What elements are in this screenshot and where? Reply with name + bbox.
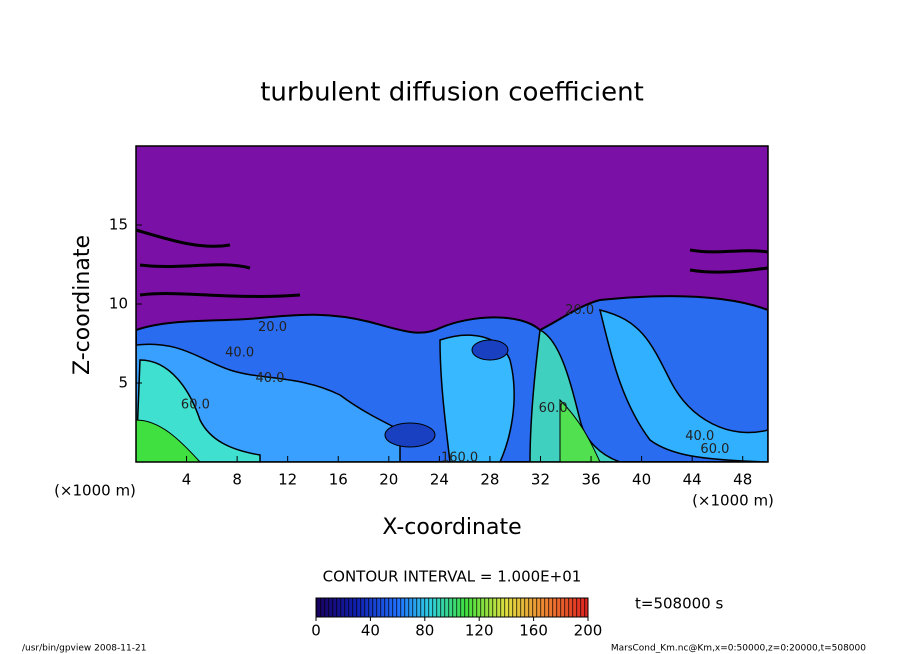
x-tick-label: 20 [379,471,398,489]
contour-label: 40.0 [685,429,714,444]
x-tick-label: 32 [531,471,550,489]
contour-label: 60.0 [539,401,568,416]
y-unit: (×1000 m) [54,482,136,500]
footer-right: MarsCond_Km.nc@Km,x=0:50000,z=0:20000,t=… [611,644,866,654]
x-tick-label: 8 [232,471,242,489]
contour-interval: CONTOUR INTERVAL = 1.000E+01 [323,568,582,586]
field-region [439,334,515,462]
y-tick-label: 5 [118,374,128,392]
footer-left: /usr/bin/gpview 2008-11-21 [22,644,146,654]
colorbar-tick-label: 0 [311,622,321,640]
x-tick-label: 36 [581,471,600,489]
colorbar-tick-label: 200 [574,622,603,640]
x-tick-label: 24 [430,471,449,489]
contour-label: 60.0 [700,442,729,457]
colorbar-stripes [315,597,589,618]
contour-label: 40.0 [225,345,254,360]
field-region [471,339,509,361]
y-tick-label: 10 [109,295,128,313]
contour-label: 60.0 [181,398,210,413]
chart-title: turbulent diffusion coefficient [260,78,644,108]
contour-label: 160.0 [441,451,478,466]
x-tick-label: 40 [632,471,651,489]
x-tick-label: 44 [683,471,702,489]
x-tick-label: 28 [480,471,499,489]
x-unit: (×1000 m) [692,492,774,510]
colorbar-tick-label: 40 [361,622,380,640]
field-region [384,422,436,448]
field-region [598,308,768,462]
contour-label: 20.0 [565,303,594,318]
colorbar-tick-label: 80 [415,622,434,640]
x-tick-label: 4 [182,471,192,489]
contour-label: 20.0 [258,320,287,335]
y-axis-label: Z-coordinate [70,235,95,375]
colorbar-tick-label: 120 [465,622,494,640]
colorbar-tick-label: 160 [519,622,548,640]
contour-label: 40.0 [256,371,285,386]
field-contour [136,228,768,298]
x-axis-label: X-coordinate [382,515,521,540]
field-region [529,328,621,462]
x-tick-label: 16 [329,471,348,489]
x-tick-label: 12 [278,471,297,489]
x-tick-label: 48 [733,471,752,489]
time-label: t=508000 s [635,595,723,613]
y-tick-label: 15 [109,216,128,234]
contour-field [136,146,768,462]
